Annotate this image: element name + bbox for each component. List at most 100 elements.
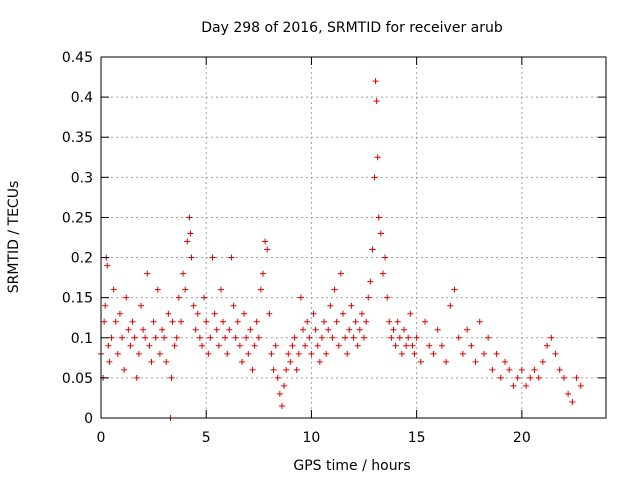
data-point	[344, 350, 351, 357]
data-point	[535, 374, 542, 381]
data-point	[308, 350, 315, 357]
data-point	[272, 342, 279, 349]
chart-title: Day 298 of 2016, SRMTID for receiver aru…	[201, 20, 503, 36]
data-point	[327, 302, 334, 309]
data-point	[169, 318, 176, 325]
data-point	[382, 254, 389, 261]
data-point	[556, 366, 563, 373]
data-point	[184, 238, 191, 245]
data-point	[161, 334, 168, 341]
data-point	[127, 342, 134, 349]
data-point	[196, 334, 203, 341]
data-point	[369, 246, 376, 253]
data-point	[287, 358, 294, 365]
data-point	[114, 350, 121, 357]
data-point	[140, 326, 147, 333]
data-point	[422, 318, 429, 325]
data-point	[209, 254, 216, 261]
data-point	[337, 270, 344, 277]
data-point	[125, 326, 132, 333]
data-point	[392, 342, 399, 349]
data-point	[192, 326, 199, 333]
data-point	[569, 398, 576, 405]
data-point	[171, 342, 178, 349]
data-point	[398, 350, 405, 357]
y-tick-label: 0.15	[62, 291, 93, 307]
data-point	[335, 342, 342, 349]
data-point	[394, 318, 401, 325]
data-point	[363, 318, 370, 325]
data-point	[497, 374, 504, 381]
data-point	[493, 350, 500, 357]
data-point	[106, 358, 113, 365]
data-point	[510, 382, 517, 389]
data-point	[447, 302, 454, 309]
data-point	[409, 342, 416, 349]
data-point	[159, 326, 166, 333]
data-point	[384, 294, 391, 301]
y-tick-label: 0	[84, 411, 93, 427]
data-point	[379, 270, 386, 277]
data-point	[468, 342, 475, 349]
data-point	[154, 286, 161, 293]
data-point	[365, 294, 372, 301]
data-point	[211, 310, 218, 317]
plot-frame	[100, 56, 607, 419]
data-point	[150, 318, 157, 325]
data-point	[116, 310, 123, 317]
data-point	[306, 334, 313, 341]
data-point	[243, 334, 250, 341]
data-point	[539, 358, 546, 365]
data-point	[188, 254, 195, 261]
y-ticks: 0 0.05 0.1 0.15 0.2 0.25 0.3 0.35 0.4 0.45	[62, 50, 606, 427]
x-axis-label: GPS time / hours	[293, 458, 410, 474]
y-tick-label: 0.1	[71, 331, 93, 347]
data-point	[367, 278, 374, 285]
data-point	[224, 350, 231, 357]
data-point	[388, 334, 395, 341]
data-point	[426, 342, 433, 349]
data-point	[459, 350, 466, 357]
data-point	[137, 302, 144, 309]
data-point	[374, 154, 381, 161]
data-point	[199, 342, 205, 349]
data-point	[531, 366, 538, 373]
data-point	[156, 350, 163, 357]
data-point	[375, 214, 382, 221]
data-point	[403, 342, 410, 349]
data-point	[514, 374, 521, 381]
data-point	[266, 310, 273, 317]
data-point	[321, 318, 328, 325]
data-point	[506, 366, 513, 373]
data-point	[146, 342, 153, 349]
data-point	[373, 98, 380, 105]
data-point	[173, 334, 180, 341]
data-point	[274, 374, 281, 381]
data-point	[186, 214, 193, 221]
data-point	[377, 230, 384, 237]
data-point	[148, 358, 155, 365]
data-point	[119, 334, 126, 341]
data-point	[331, 286, 338, 293]
data-point	[485, 334, 492, 341]
data-point	[217, 286, 224, 293]
data-point	[430, 350, 437, 357]
data-point	[131, 334, 138, 341]
data-point	[411, 350, 418, 357]
data-point	[297, 294, 304, 301]
data-point	[110, 286, 117, 293]
data-point	[346, 326, 353, 333]
data-point	[552, 350, 559, 357]
data-point	[194, 310, 201, 317]
data-point	[283, 366, 290, 373]
data-point	[407, 310, 414, 317]
data-point	[112, 318, 119, 325]
data-point	[548, 334, 555, 341]
data-point	[163, 358, 170, 365]
data-point	[455, 334, 462, 341]
y-tick-label: 0.2	[71, 251, 93, 267]
y-tick-label: 0.45	[62, 50, 93, 66]
data-point	[489, 366, 496, 373]
data-point	[226, 326, 233, 333]
data-point	[417, 358, 424, 365]
